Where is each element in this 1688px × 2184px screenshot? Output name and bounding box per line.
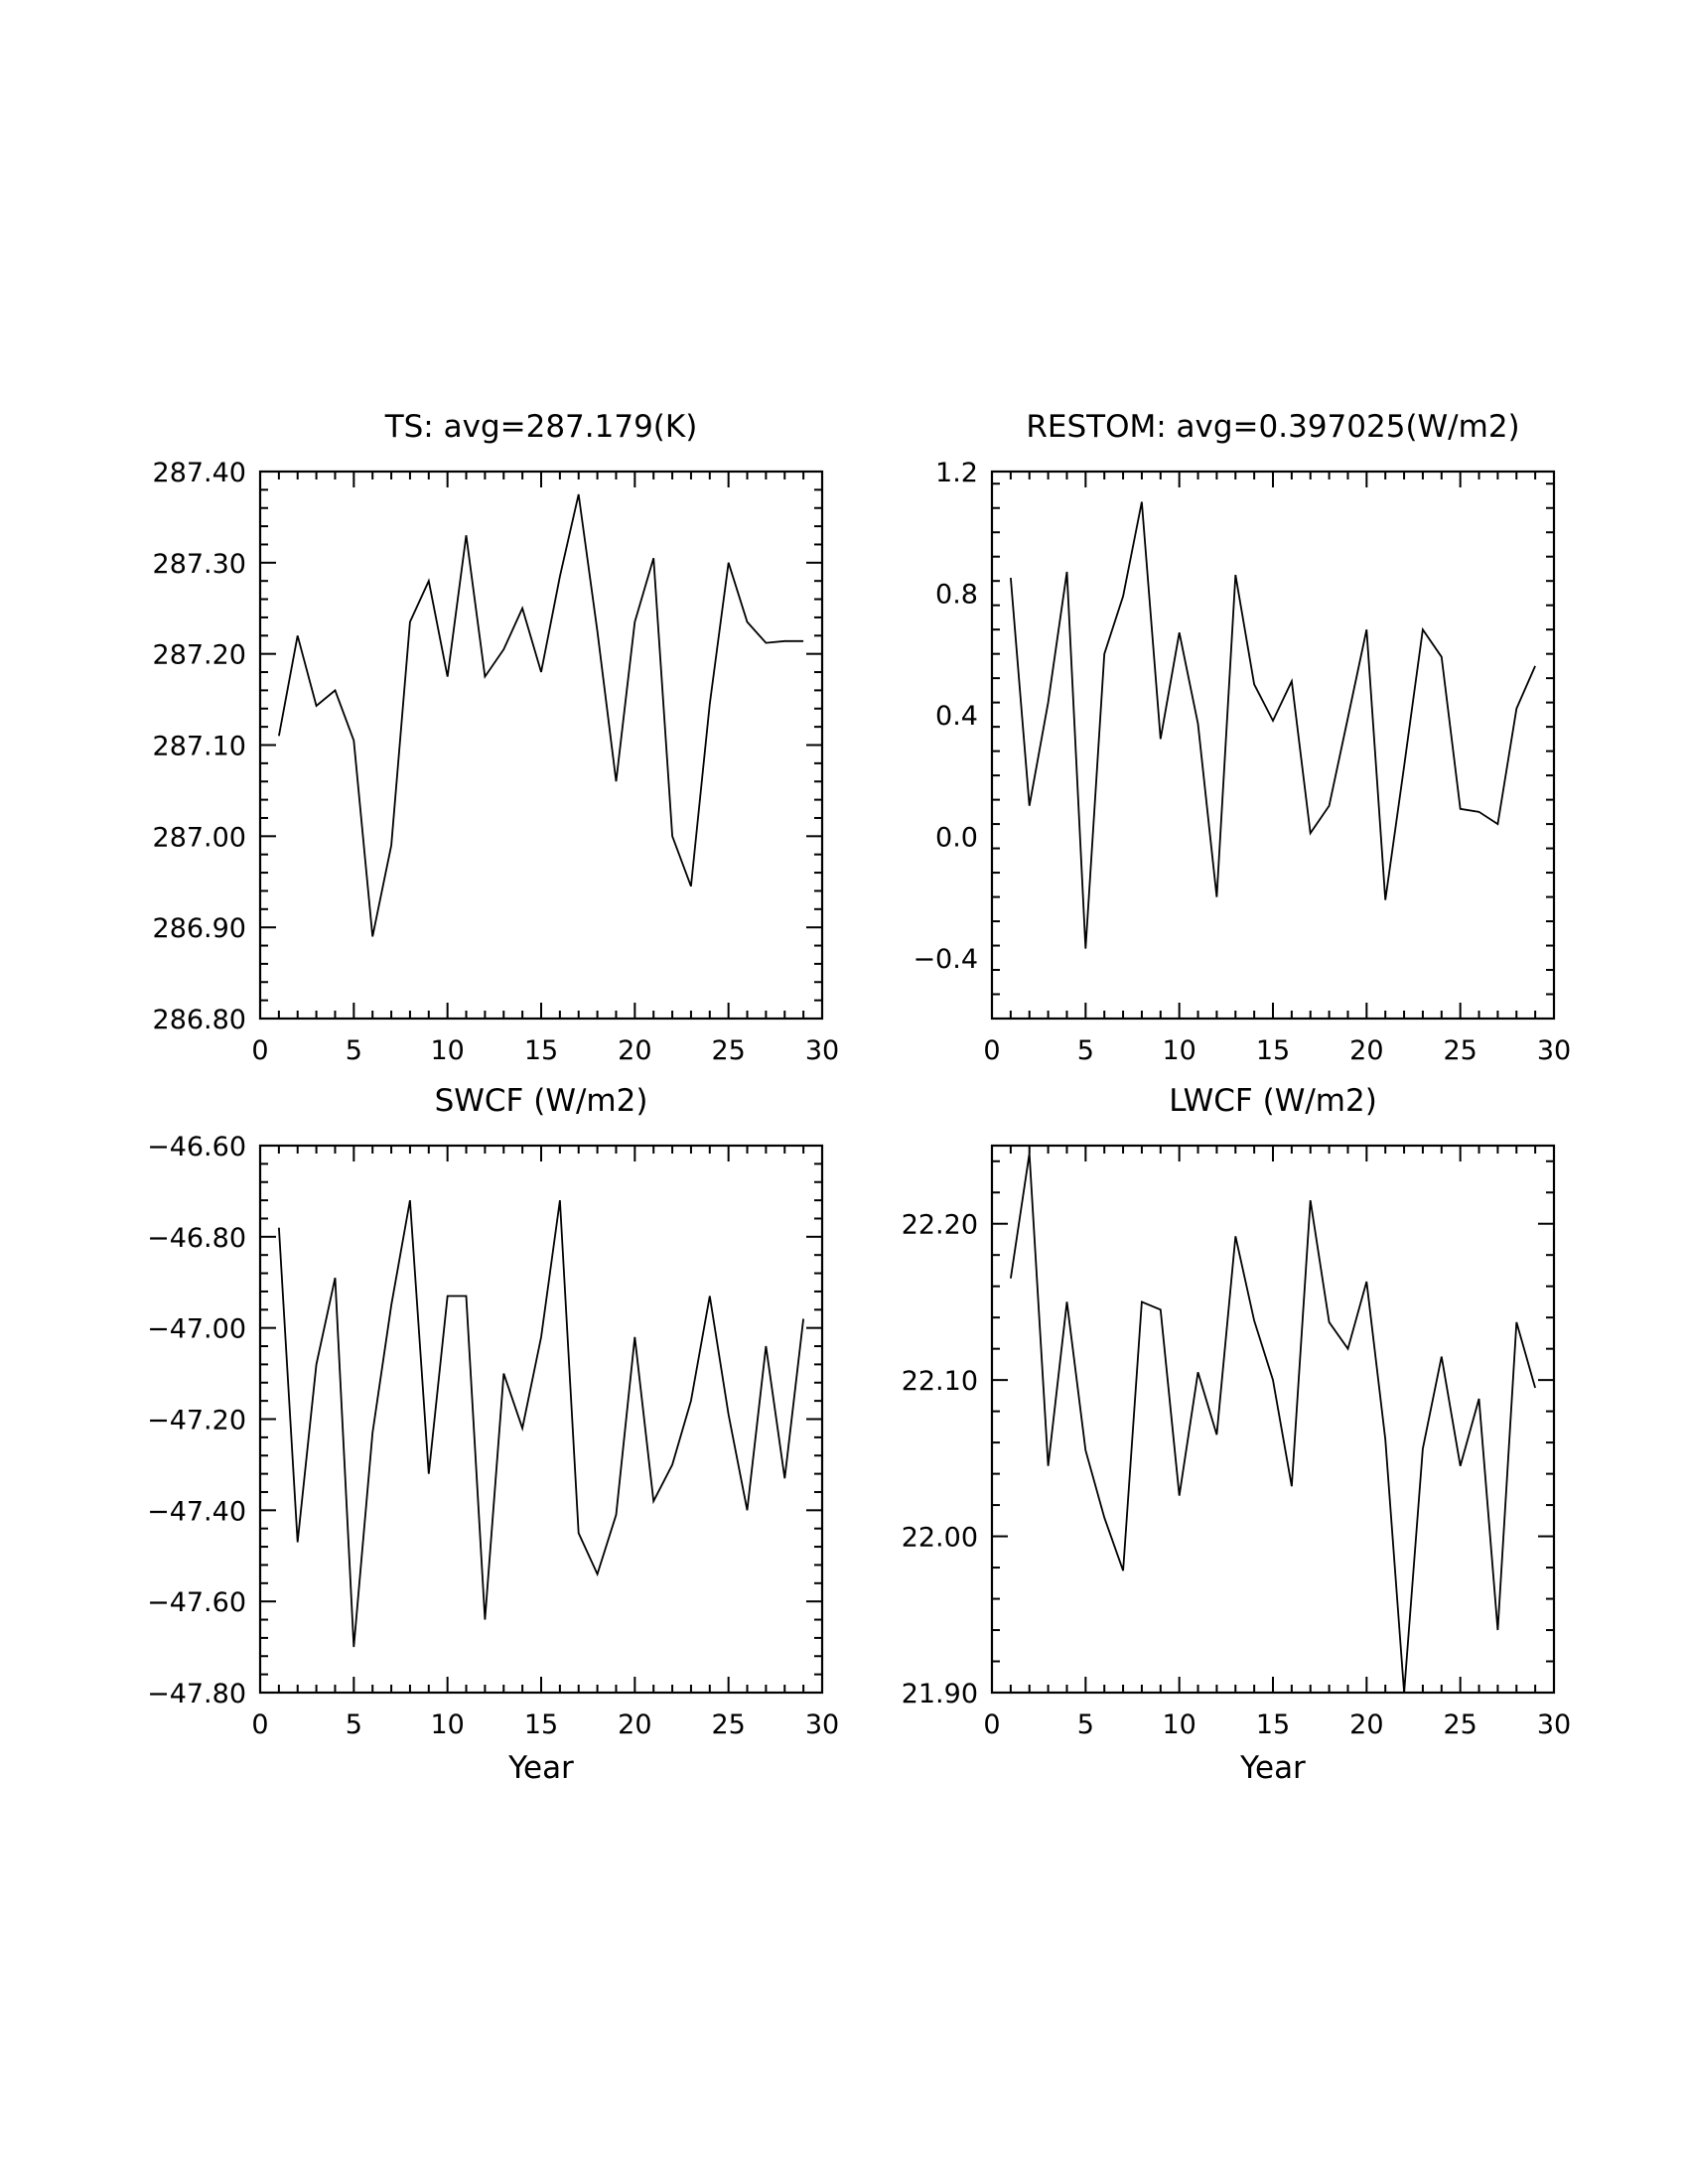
x-tick-label: 5 bbox=[346, 1709, 362, 1740]
x-tick-label: 5 bbox=[346, 1035, 362, 1066]
x-axis-label: Year bbox=[1239, 1750, 1306, 1786]
x-tick-label: 10 bbox=[430, 1035, 464, 1066]
series-line-swcf bbox=[278, 1199, 804, 1648]
x-tick-label: 30 bbox=[805, 1709, 839, 1740]
x-tick-label: 20 bbox=[618, 1035, 651, 1066]
x-tick-label: 10 bbox=[1162, 1709, 1196, 1740]
x-tick-label: 20 bbox=[1349, 1035, 1383, 1066]
plot-frame bbox=[990, 1144, 1556, 1695]
x-tick-label: 25 bbox=[1443, 1035, 1477, 1066]
x-tick-label: 15 bbox=[1256, 1709, 1290, 1740]
x-tick-label: 15 bbox=[524, 1035, 558, 1066]
y-tick-label: −46.80 bbox=[147, 1223, 246, 1254]
y-tick-label: −47.20 bbox=[147, 1406, 246, 1436]
y-tick-label: 287.20 bbox=[153, 640, 246, 671]
x-axis-label: Year bbox=[507, 1750, 574, 1786]
y-tick-label: 287.10 bbox=[153, 732, 246, 762]
y-tick-label: 287.40 bbox=[153, 458, 246, 488]
y-tick-label: 22.10 bbox=[902, 1366, 978, 1397]
y-tick-label: 287.00 bbox=[153, 822, 246, 853]
x-tick-label: 20 bbox=[1349, 1709, 1383, 1740]
y-tick-label: −46.60 bbox=[147, 1132, 246, 1162]
series-line-lwcf bbox=[1010, 1153, 1536, 1694]
x-tick-label: 10 bbox=[1162, 1035, 1196, 1066]
plot-frame bbox=[258, 1144, 824, 1695]
x-tick-label: 30 bbox=[1537, 1709, 1571, 1740]
y-tick-label: 0.8 bbox=[935, 579, 978, 610]
chart-panel-2: RESTOM: avg=0.397025(W/m2) 0 5 10 15 20 25 30 −0… bbox=[913, 409, 1571, 1066]
x-tick-label: 15 bbox=[1256, 1035, 1290, 1066]
x-tick-label: 10 bbox=[430, 1709, 464, 1740]
x-tick-label: 0 bbox=[983, 1709, 1000, 1740]
chart-title: SWCF (W/m2) bbox=[435, 1083, 648, 1119]
x-tick-label: 20 bbox=[618, 1709, 651, 1740]
y-tick-label: −47.60 bbox=[147, 1587, 246, 1618]
x-tick-label: 25 bbox=[1443, 1709, 1477, 1740]
y-tick-label: 0.0 bbox=[935, 822, 978, 853]
x-tick-label: 0 bbox=[251, 1709, 268, 1740]
x-tick-label: 15 bbox=[524, 1709, 558, 1740]
chart-panel-1: TS: avg=287.179(K) 0 5 10 15 20 25 30 286.80 286.… bbox=[153, 409, 840, 1066]
y-tick-label: 286.80 bbox=[153, 1005, 246, 1035]
x-tick-label: 30 bbox=[805, 1035, 839, 1066]
chart-title: LWCF (W/m2) bbox=[1169, 1083, 1377, 1119]
y-tick-label: 22.20 bbox=[902, 1210, 978, 1241]
y-tick-label: 21.90 bbox=[902, 1679, 978, 1709]
x-tick-label: 30 bbox=[1537, 1035, 1571, 1066]
chart-title: TS: avg=287.179(K) bbox=[384, 409, 698, 445]
y-tick-label: −47.40 bbox=[147, 1496, 246, 1527]
y-tick-label: 22.00 bbox=[902, 1523, 978, 1554]
y-tick-label: 287.30 bbox=[153, 549, 246, 580]
x-tick-label: 0 bbox=[983, 1035, 1000, 1066]
series-line-restom bbox=[1010, 501, 1536, 949]
chart-panel-4: LWCF (W/m2) 0 5 10 15 20 25 30 21.90 22.00 22.10 22… bbox=[902, 1083, 1571, 1786]
y-tick-label: −47.00 bbox=[147, 1314, 246, 1345]
plot-frame bbox=[258, 470, 824, 1021]
y-tick-label: −0.4 bbox=[913, 944, 978, 975]
x-tick-label: 0 bbox=[251, 1035, 268, 1066]
x-tick-label: 25 bbox=[711, 1709, 745, 1740]
y-tick-label: 286.90 bbox=[153, 913, 246, 944]
y-tick-label: 1.2 bbox=[935, 458, 978, 488]
x-tick-label: 25 bbox=[711, 1035, 745, 1066]
x-tick-label: 5 bbox=[1077, 1709, 1094, 1740]
chart-panel-3: SWCF (W/m2) 0 5 10 15 20 25 30 −47.80 −47.60 −47.4… bbox=[147, 1083, 839, 1786]
chart-title: RESTOM: avg=0.397025(W/m2) bbox=[1026, 409, 1519, 445]
y-tick-label: 0.4 bbox=[935, 701, 978, 732]
series-line-ts bbox=[278, 493, 804, 937]
x-tick-label: 5 bbox=[1077, 1035, 1094, 1066]
y-tick-label: −47.80 bbox=[147, 1679, 246, 1709]
